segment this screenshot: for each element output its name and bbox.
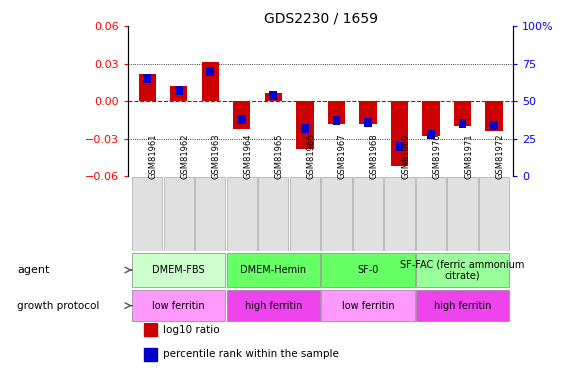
Bar	[301, 124, 309, 133]
Text: GSM81971: GSM81971	[464, 134, 473, 179]
Text: GSM81969: GSM81969	[401, 134, 410, 179]
Text: GSM81967: GSM81967	[338, 134, 347, 179]
Bar	[290, 177, 320, 251]
Bar	[296, 101, 314, 149]
Bar	[416, 253, 510, 287]
Bar	[206, 67, 214, 76]
Bar	[258, 177, 289, 251]
Text: percentile rank within the sample: percentile rank within the sample	[163, 350, 339, 360]
Bar	[143, 348, 157, 361]
Bar	[132, 290, 226, 321]
Bar	[479, 177, 510, 251]
Bar	[143, 323, 157, 336]
Bar	[321, 290, 415, 321]
Bar	[202, 63, 219, 101]
Bar	[139, 74, 156, 101]
Title: GDS2230 / 1659: GDS2230 / 1659	[264, 11, 378, 25]
Text: GSM81972: GSM81972	[496, 134, 505, 179]
Bar	[132, 177, 162, 251]
Bar	[227, 253, 320, 287]
Bar	[396, 142, 403, 151]
Bar	[321, 177, 352, 251]
Text: GSM81965: GSM81965	[275, 134, 284, 179]
Bar	[132, 253, 226, 287]
Bar	[416, 177, 446, 251]
Bar	[328, 101, 345, 124]
Bar	[384, 177, 415, 251]
Text: growth protocol: growth protocol	[17, 301, 100, 310]
Text: SF-FAC (ferric ammonium
citrate): SF-FAC (ferric ammonium citrate)	[401, 259, 525, 281]
Bar	[143, 74, 151, 83]
Text: GSM81962: GSM81962	[180, 134, 189, 179]
Bar	[353, 177, 383, 251]
Bar	[490, 121, 498, 130]
Text: DMEM-FBS: DMEM-FBS	[152, 265, 205, 275]
Bar	[321, 253, 415, 287]
Bar	[454, 101, 471, 126]
Bar	[265, 93, 282, 101]
Bar	[164, 177, 194, 251]
Bar	[416, 290, 510, 321]
Text: agent: agent	[17, 265, 50, 275]
Bar	[332, 116, 340, 125]
Bar	[227, 290, 320, 321]
Text: high ferritin: high ferritin	[434, 301, 491, 310]
Text: GSM81966: GSM81966	[307, 134, 315, 179]
Bar	[422, 101, 440, 136]
Bar	[391, 101, 408, 166]
Bar	[427, 130, 435, 139]
Bar	[238, 115, 245, 124]
Text: GSM81970: GSM81970	[433, 134, 441, 179]
Text: low ferritin: low ferritin	[342, 301, 394, 310]
Text: high ferritin: high ferritin	[245, 301, 302, 310]
Text: low ferritin: low ferritin	[152, 301, 205, 310]
Bar	[233, 101, 251, 129]
Bar	[486, 101, 503, 131]
Text: GSM81964: GSM81964	[243, 134, 252, 179]
Text: SF-0: SF-0	[357, 265, 378, 275]
Text: DMEM-Hemin: DMEM-Hemin	[240, 265, 307, 275]
Bar	[195, 177, 226, 251]
Bar	[175, 86, 182, 95]
Bar	[459, 119, 466, 128]
Bar	[447, 177, 477, 251]
Bar	[269, 91, 278, 100]
Text: GSM81961: GSM81961	[149, 134, 158, 179]
Bar	[170, 86, 187, 101]
Bar	[227, 177, 257, 251]
Text: GSM81968: GSM81968	[370, 134, 378, 179]
Bar	[359, 101, 377, 124]
Text: log10 ratio: log10 ratio	[163, 325, 220, 335]
Bar	[364, 118, 372, 127]
Text: GSM81963: GSM81963	[212, 134, 221, 179]
